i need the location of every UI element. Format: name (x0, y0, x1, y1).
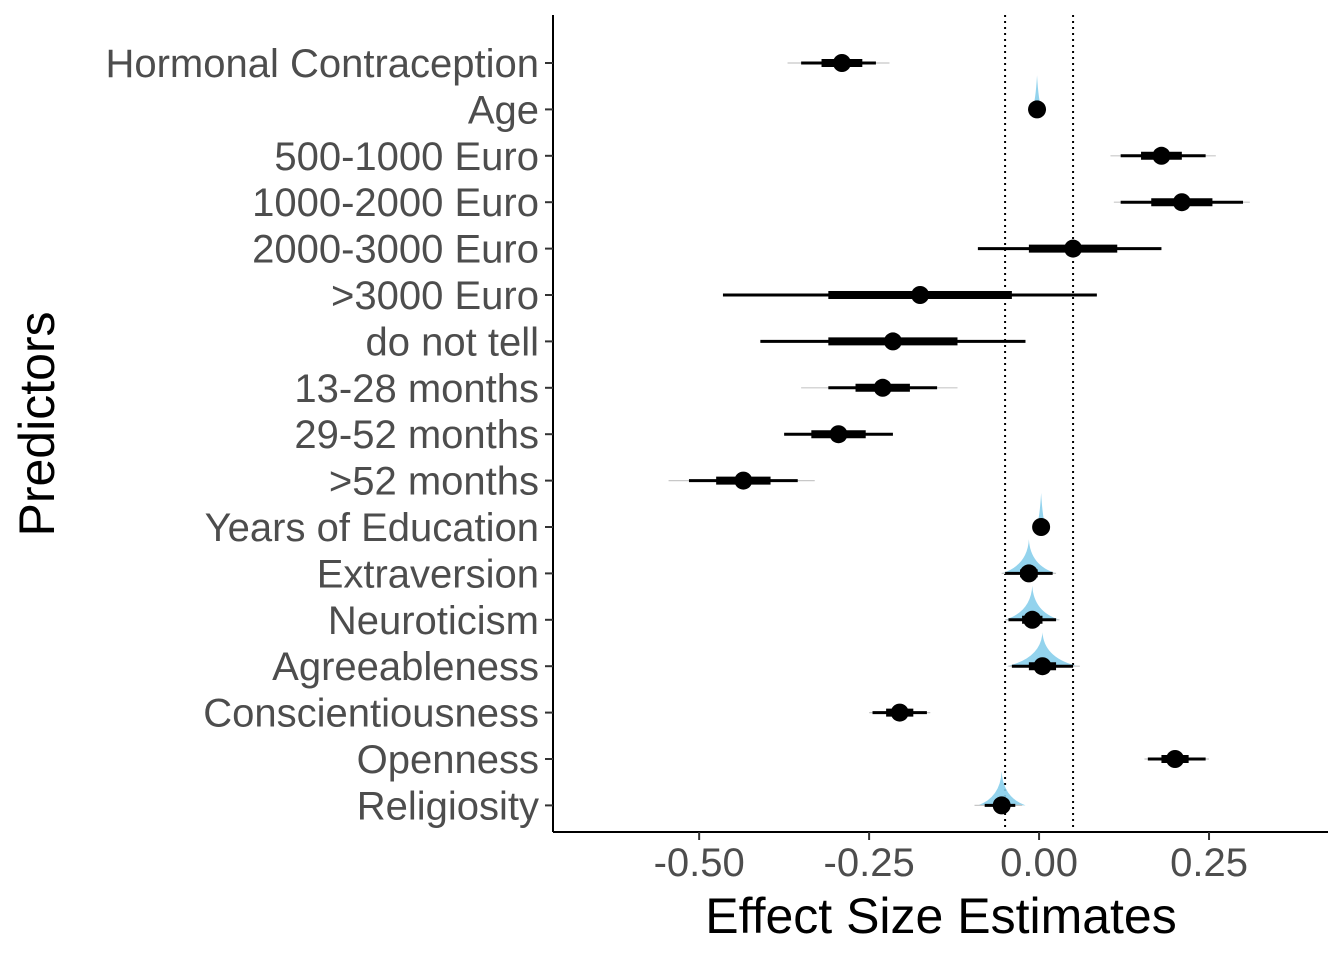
point-estimate (873, 378, 892, 397)
point-estimate (1172, 193, 1191, 212)
posterior-density (1005, 585, 1060, 620)
point-estimate (992, 796, 1011, 815)
y-tick-label: Openness (357, 738, 539, 782)
y-tick-label: 2000-3000 Euro (252, 228, 539, 272)
predictor-row (787, 54, 890, 72)
point-estimate (883, 332, 902, 351)
predictor-row (760, 332, 1026, 351)
posterior-density (1001, 539, 1057, 574)
predictor-row (1001, 539, 1057, 583)
predictor-row (1113, 193, 1250, 212)
point-estimate (1023, 610, 1042, 629)
point-estimate (890, 703, 909, 722)
x-tick-label: 0.25 (1170, 841, 1248, 885)
chart-marks (668, 54, 1250, 815)
reference-lines (1004, 15, 1075, 832)
predictor-row (1144, 750, 1210, 768)
x-tick-label: -0.50 (654, 841, 745, 885)
predictor-row (977, 239, 1162, 258)
y-tick-label: Age (468, 88, 539, 132)
x-axis: -0.50 -0.25 0.00 0.25 (553, 831, 1328, 885)
y-tick-label: Neuroticism (328, 599, 539, 643)
y-tick-label: Years of Education (205, 506, 539, 550)
x-tick-label: -0.25 (824, 841, 915, 885)
y-tick-label: Agreeableness (272, 645, 539, 689)
y-tick-label: >52 months (329, 460, 539, 504)
point-estimate (911, 286, 930, 304)
y-axis-title: Predictors (9, 311, 65, 536)
y-tick-label: 500-1000 Euro (274, 135, 539, 179)
predictor-row (801, 378, 958, 397)
point-estimate (832, 54, 851, 72)
posterior-density (1006, 632, 1079, 667)
y-tick-label: 13-28 months (294, 367, 539, 411)
y-tick-label: do not tell (366, 320, 539, 364)
point-estimate (1064, 239, 1083, 258)
x-axis-title: Effect Size Estimates (705, 888, 1176, 944)
y-tick-label: Hormonal Contraception (105, 42, 539, 86)
predictor-row (722, 286, 1097, 304)
point-estimate (734, 471, 753, 490)
predictor-row (1110, 146, 1216, 165)
y-tick-label: Extraversion (317, 552, 539, 596)
point-estimate (1033, 657, 1052, 676)
point-estimate (1032, 518, 1051, 536)
point-estimate (1019, 564, 1038, 583)
predictor-row (1028, 75, 1047, 119)
y-tick-label: Religiosity (357, 784, 539, 828)
y-tick-label: Conscientiousness (203, 692, 539, 736)
predictor-row (869, 703, 931, 722)
y-tick-label: 1000-2000 Euro (252, 181, 539, 225)
x-tick-label: 0.00 (1000, 841, 1078, 885)
predictor-row (1005, 585, 1060, 629)
posterior-density (977, 771, 1026, 806)
y-tick-label: 29-52 months (294, 413, 539, 457)
point-estimate (1166, 750, 1185, 768)
point-estimate (829, 425, 848, 444)
predictor-row (974, 771, 1026, 815)
point-estimate (1028, 100, 1047, 119)
predictor-row (1006, 632, 1080, 676)
predictor-row (784, 425, 893, 444)
point-estimate (1152, 146, 1171, 165)
predictor-row (1032, 493, 1051, 536)
y-tick-label: >3000 Euro (331, 274, 539, 318)
predictor-row (668, 471, 815, 490)
